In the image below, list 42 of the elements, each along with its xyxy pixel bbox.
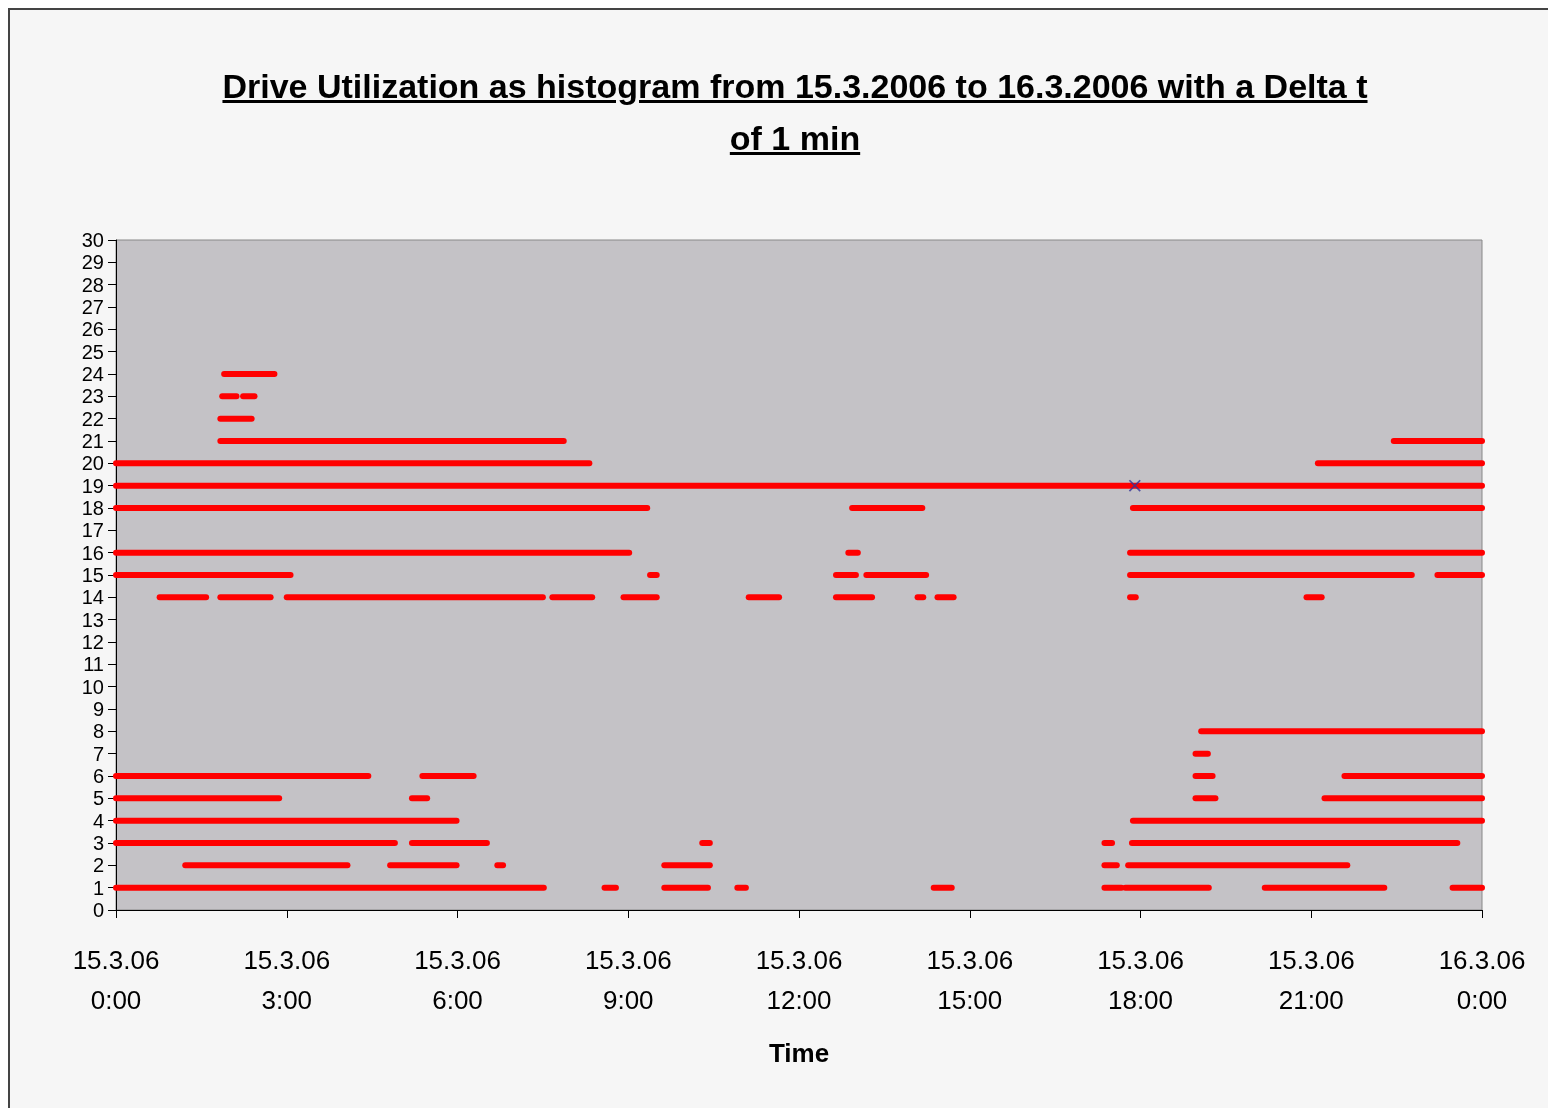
y-tick-label: 24 — [81, 363, 104, 385]
y-tick-label: 23 — [81, 385, 104, 408]
y-tick-label: 11 — [83, 653, 104, 676]
y-tick-label: 25 — [81, 340, 104, 363]
y-tick-label: 8 — [92, 720, 104, 743]
y-tick-label: 16 — [81, 541, 104, 564]
x-tick-label: 15.3.06 18:00 — [1097, 945, 1184, 1015]
y-tick-label: 30 — [81, 229, 104, 251]
x-tick-label: 15.3.06 9:00 — [584, 945, 672, 1015]
y-tick-label: 27 — [81, 296, 104, 318]
y-tick-label: 12 — [81, 631, 104, 653]
y-tick-label: 15 — [81, 564, 104, 586]
y-tick-label: 26 — [81, 318, 104, 341]
y-tick-label: 13 — [81, 608, 104, 631]
y-tick-label: 21 — [81, 430, 104, 452]
y-tick-label: 10 — [81, 675, 104, 698]
y-tick-label: 17 — [81, 519, 104, 542]
y-tick-label: 14 — [81, 586, 104, 609]
x-tick-label: 15.3.06 21:00 — [1267, 945, 1355, 1015]
y-tick-label: 7 — [92, 742, 104, 765]
x-tick-label: 15.3.06 3:00 — [243, 945, 331, 1015]
x-tick-label: 16.3.06 0:00 — [1438, 945, 1526, 1015]
x-tick-label: 15.3.06 15:00 — [926, 945, 1014, 1015]
x-tick-label: 15.3.06 6:00 — [414, 945, 501, 1015]
y-tick-label: 4 — [92, 809, 104, 832]
y-tick-label: 1 — [92, 876, 104, 899]
y-tick-label: 29 — [81, 251, 104, 274]
y-tick-label: 20 — [81, 452, 104, 475]
x-tick-label: 15.3.06 12:00 — [755, 945, 843, 1015]
x-axis-title: Time — [768, 1038, 830, 1068]
y-tick-label: 2 — [92, 854, 104, 877]
x-tick-label: 15.3.06 0:00 — [72, 945, 160, 1015]
y-tick-label: 28 — [81, 273, 104, 296]
chart-title: Drive Utilization as histogram from 15.3.2006 to 16.3.2006 with a Delta t of 1 min — [221, 66, 1369, 159]
y-tick-label: 5 — [92, 787, 104, 810]
y-tick-label: 18 — [81, 497, 104, 519]
y-tick-label: 22 — [81, 407, 104, 430]
y-tick-label: 0 — [92, 899, 104, 921]
y-tick-label: 9 — [92, 698, 104, 720]
y-tick-label: 6 — [92, 765, 104, 787]
y-tick-label: 3 — [92, 832, 104, 854]
y-tick-label: 19 — [81, 474, 104, 497]
